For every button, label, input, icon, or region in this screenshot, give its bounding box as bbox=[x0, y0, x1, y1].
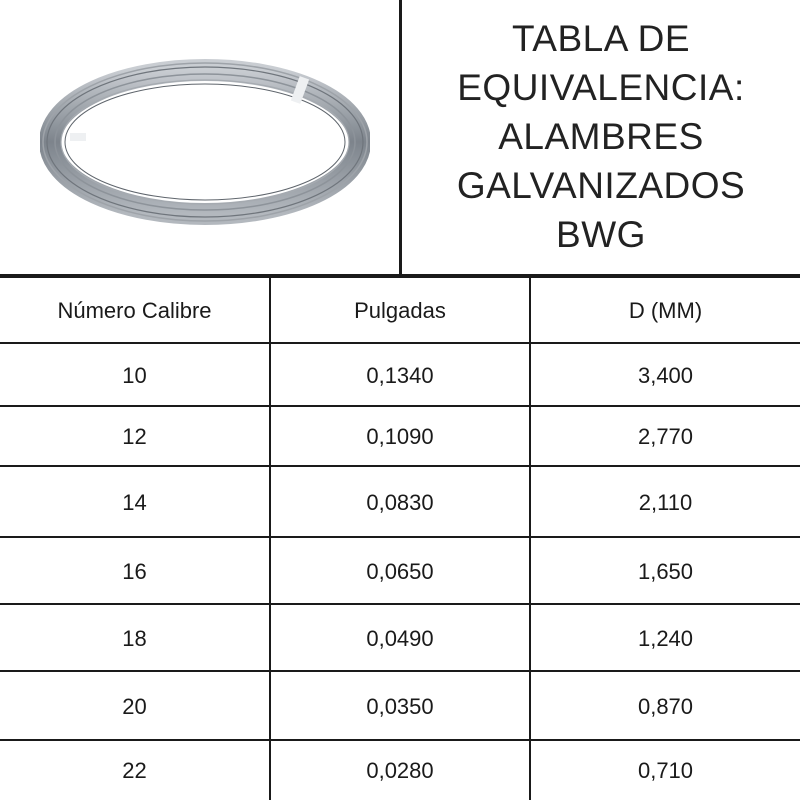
column-header: Pulgadas bbox=[354, 298, 446, 323]
table-cell: 12 bbox=[122, 424, 147, 449]
table-cell: 1,240 bbox=[637, 625, 694, 651]
table-cell: 0,0490 bbox=[366, 625, 434, 651]
table-cell: 0,1090 bbox=[366, 424, 434, 449]
table-cell: 2,770 bbox=[637, 424, 694, 449]
row-divider bbox=[0, 603, 800, 605]
title-line: ALAMBRES bbox=[498, 116, 704, 157]
column-header: Número Calibre bbox=[57, 298, 212, 323]
title-line: BWG bbox=[556, 214, 646, 255]
row-divider bbox=[0, 536, 800, 538]
row-divider bbox=[0, 342, 800, 344]
wire-coil-image bbox=[40, 59, 370, 225]
table-cell: 14 bbox=[122, 489, 147, 515]
table-cell: 2,110 bbox=[638, 489, 693, 515]
table-cell: 16 bbox=[122, 558, 147, 584]
table-cell: 0,0830 bbox=[366, 489, 434, 515]
title-line: EQUIVALENCIA: bbox=[457, 67, 745, 108]
table-cell: 10 bbox=[122, 362, 147, 388]
row-divider bbox=[0, 465, 800, 467]
row-divider bbox=[0, 405, 800, 407]
table-cell: 0,870 bbox=[637, 693, 694, 719]
table-cell: 3,400 bbox=[637, 362, 694, 388]
row-divider bbox=[0, 670, 800, 672]
row-divider bbox=[0, 739, 800, 741]
table-cell: 18 bbox=[122, 625, 147, 651]
title-line: TABLA DE bbox=[511, 18, 691, 59]
table-cell: 0,0650 bbox=[366, 558, 434, 584]
table-cell: 0,1340 bbox=[366, 362, 434, 388]
table-cell: 0,0350 bbox=[366, 693, 434, 719]
page-title: TABLA DE EQUIVALENCIA: ALAMBRES GALVANIZ… bbox=[402, 14, 800, 259]
table-cell: 20 bbox=[122, 693, 147, 719]
title-line: GALVANIZADOS bbox=[456, 165, 746, 206]
table-cell: 1,650 bbox=[637, 558, 694, 584]
column-header: D (MM) bbox=[628, 298, 703, 323]
table-cell: 22 bbox=[122, 757, 147, 783]
table-cell: 0,710 bbox=[637, 757, 694, 783]
column-divider bbox=[269, 276, 271, 800]
table-cell: 0,0280 bbox=[366, 757, 434, 783]
table-top-border bbox=[0, 274, 800, 278]
header-divider bbox=[399, 0, 402, 276]
column-divider bbox=[529, 276, 531, 800]
